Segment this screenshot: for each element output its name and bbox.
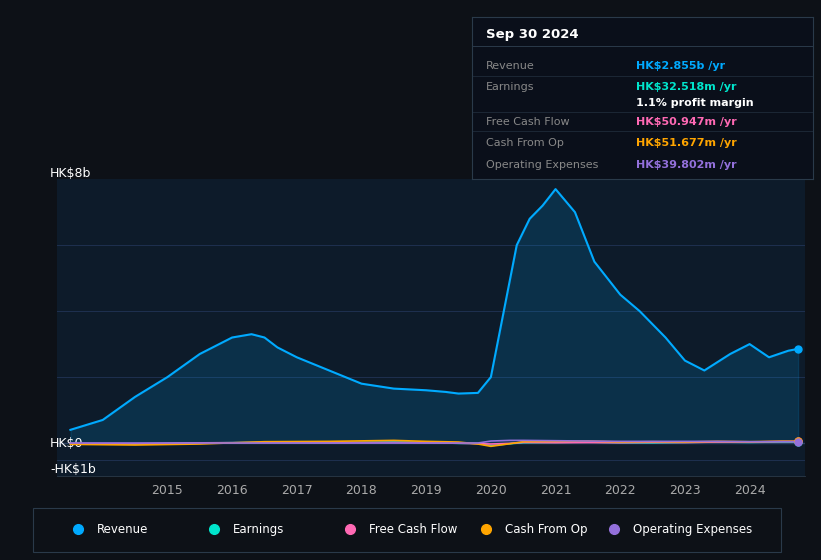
Text: Revenue: Revenue (97, 522, 149, 536)
Text: Sep 30 2024: Sep 30 2024 (486, 28, 578, 41)
Text: Operating Expenses: Operating Expenses (633, 522, 753, 536)
Text: HK$50.947m /yr: HK$50.947m /yr (635, 118, 736, 127)
Text: Cash From Op: Cash From Op (505, 522, 587, 536)
Text: Earnings: Earnings (233, 522, 284, 536)
Text: HK$51.677m /yr: HK$51.677m /yr (635, 138, 736, 148)
Text: Cash From Op: Cash From Op (486, 138, 563, 148)
Text: Operating Expenses: Operating Expenses (486, 160, 598, 170)
Text: HK$0: HK$0 (50, 437, 84, 450)
Text: -HK$1b: -HK$1b (50, 463, 96, 476)
Text: HK$39.802m /yr: HK$39.802m /yr (635, 160, 736, 170)
Text: 1.1% profit margin: 1.1% profit margin (635, 98, 753, 108)
Text: Free Cash Flow: Free Cash Flow (486, 118, 569, 127)
Text: HK$32.518m /yr: HK$32.518m /yr (635, 82, 736, 92)
Text: HK$2.855b /yr: HK$2.855b /yr (635, 60, 725, 71)
Text: Free Cash Flow: Free Cash Flow (369, 522, 457, 536)
Text: HK$8b: HK$8b (50, 167, 91, 180)
Text: Revenue: Revenue (486, 60, 534, 71)
Text: Earnings: Earnings (486, 82, 534, 92)
